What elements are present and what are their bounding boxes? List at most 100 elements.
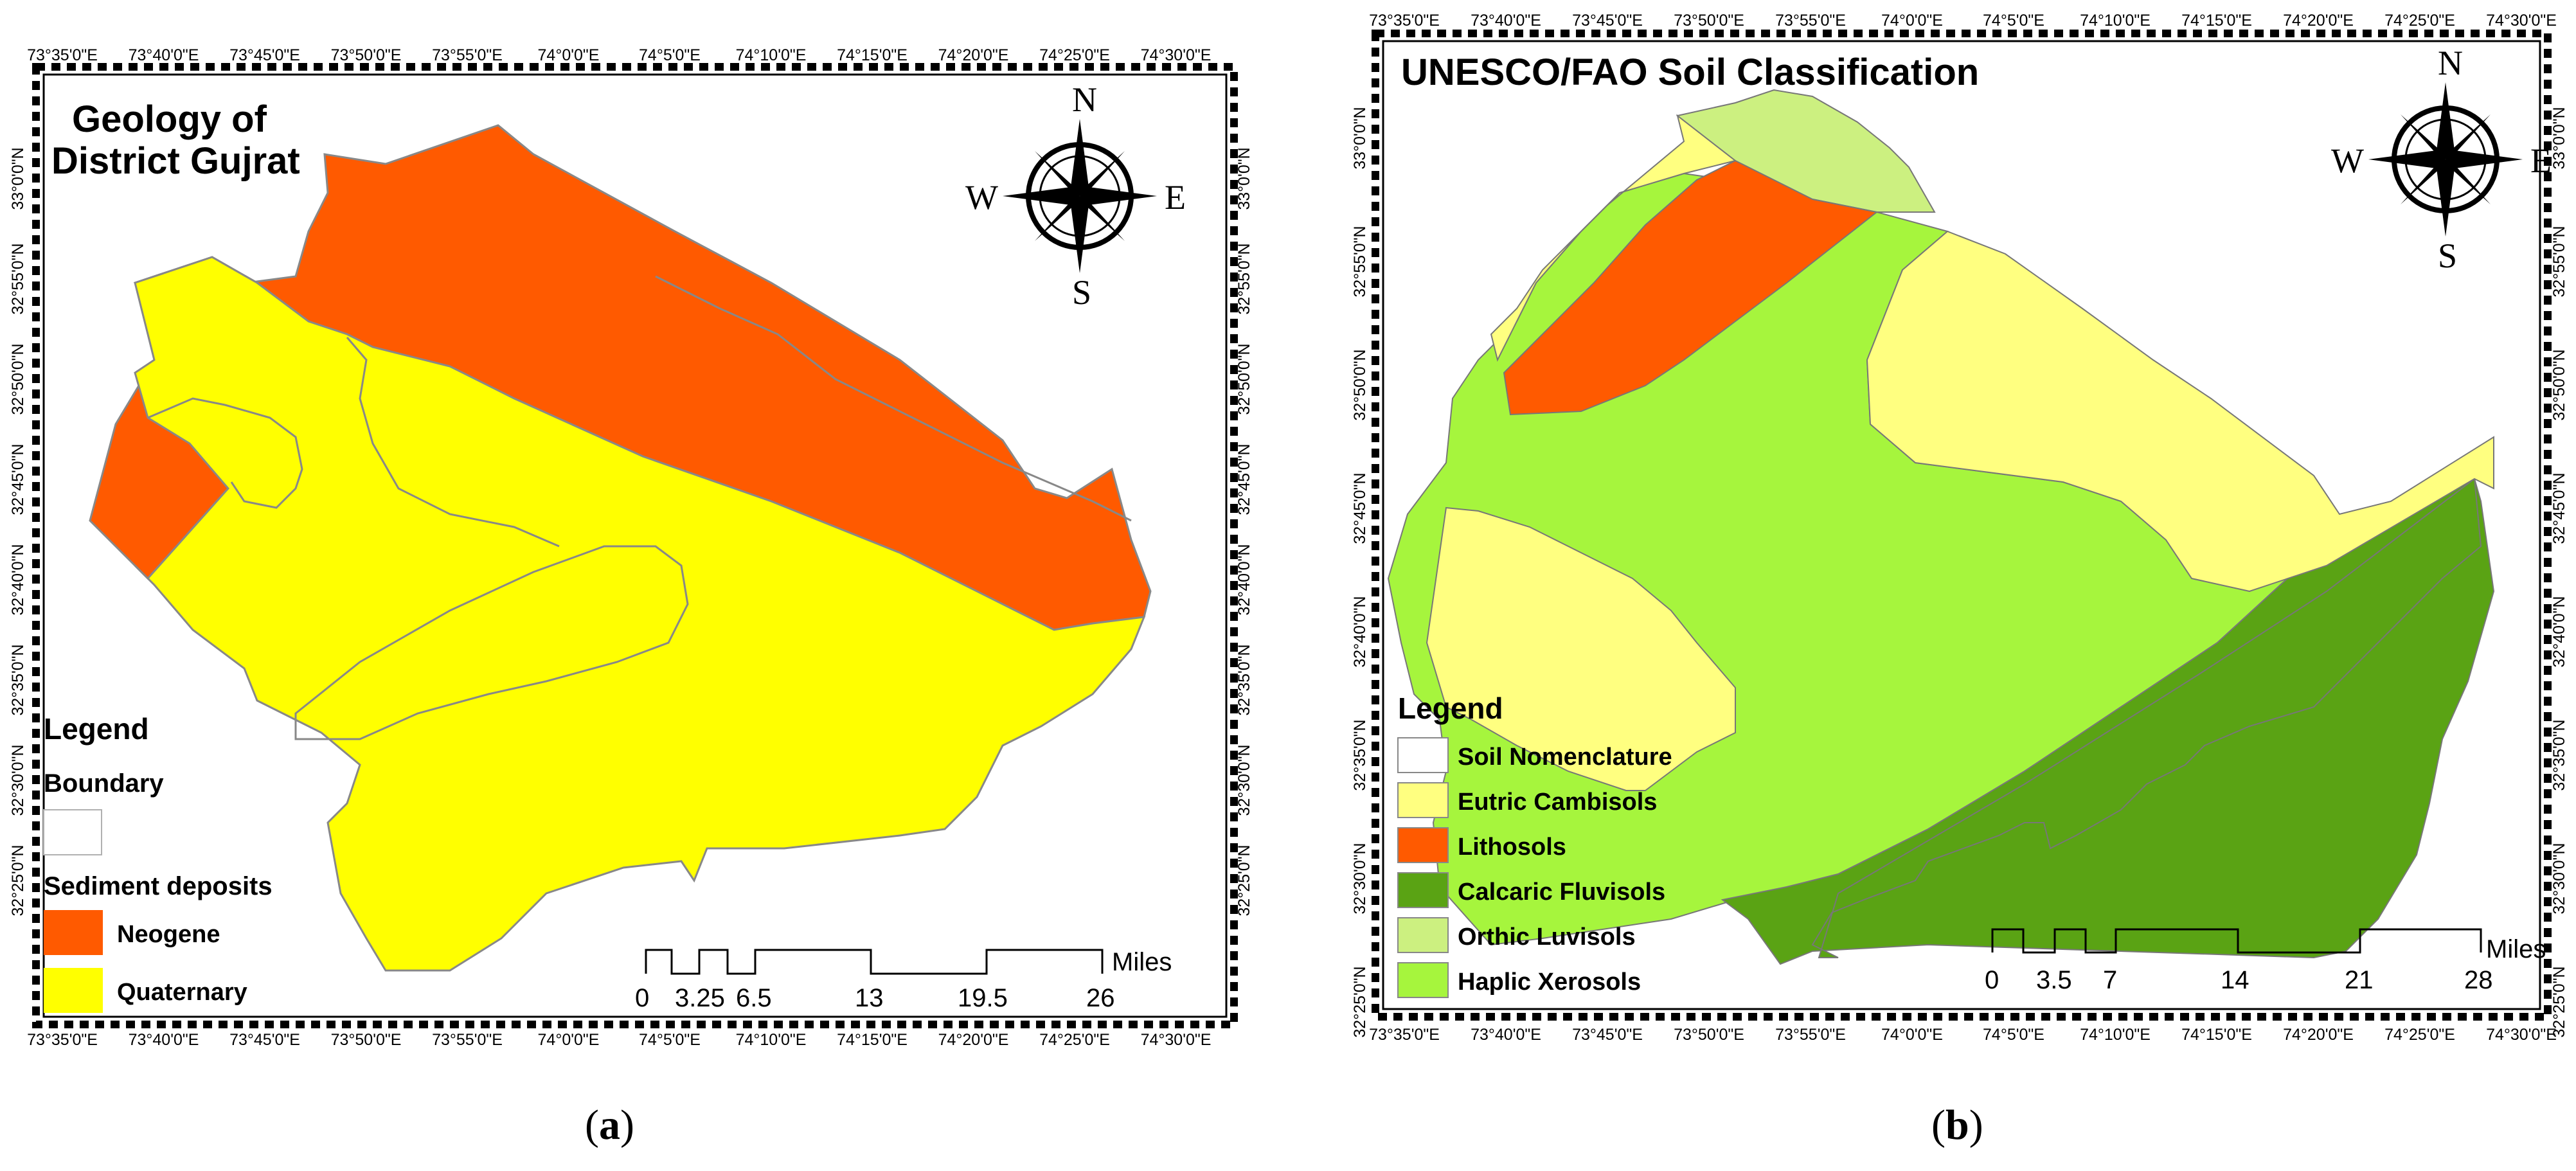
latitude-label-left: 33°0'0"N bbox=[1351, 107, 1369, 169]
longitude-label-bottom: 73°55'0"E bbox=[1775, 1026, 1846, 1044]
map-title-line2: District Gujrat bbox=[51, 140, 300, 182]
compass-north: N bbox=[2438, 44, 2463, 82]
eutric-cambisols-region-north bbox=[1490, 114, 1737, 362]
longitude-label-bottom: 73°35'0"E bbox=[1369, 1026, 1440, 1044]
scale-unit: Miles bbox=[2486, 935, 2546, 963]
legend-swatch-haplic-xerosols bbox=[1397, 962, 1449, 998]
latitude-label-right: 32°45'0"N bbox=[1235, 443, 1253, 515]
legend-swatch-eutric-cambisols bbox=[1397, 782, 1449, 818]
latitude-label-right: 32°45'0"N bbox=[2550, 472, 2568, 544]
map-title: UNESCO/FAO Soil Classification bbox=[1401, 51, 1979, 93]
scale-label: 0 bbox=[635, 984, 649, 1012]
latitude-label-left: 32°25'0"N bbox=[9, 845, 27, 916]
longitude-label-bottom: 74°20'0"E bbox=[938, 1031, 1009, 1049]
latitude-label-right: 32°25'0"N bbox=[1235, 845, 1253, 916]
latitude-label-left: 32°30'0"N bbox=[1351, 843, 1369, 914]
north-arrow-compass-icon: N S E W bbox=[965, 80, 1186, 312]
inner-boundary bbox=[655, 275, 1132, 522]
scale-label: 0 bbox=[1985, 966, 1999, 994]
longitude-label-top: 73°55'0"E bbox=[1775, 12, 1846, 30]
longitude-label-top: 74°5'0"E bbox=[1983, 12, 2044, 30]
scale-label: 6.5 bbox=[736, 984, 772, 1012]
longitude-label-top: 73°35'0"E bbox=[27, 46, 98, 64]
latitude-label-right: 32°35'0"N bbox=[1235, 644, 1253, 715]
legend-title: Legend bbox=[1398, 692, 1503, 725]
legend-swatch-soil-nomenclature bbox=[1397, 737, 1449, 773]
longitude-label-bottom: 74°15'0"E bbox=[837, 1031, 908, 1049]
longitude-label-bottom: 74°25'0"E bbox=[1039, 1031, 1110, 1049]
scale-bar: Miles 0 3.5 7 14 21 28 bbox=[1985, 928, 2546, 994]
legend-swatch-lithosols bbox=[1397, 827, 1449, 863]
longitude-label-bottom: 74°10'0"E bbox=[736, 1031, 807, 1049]
latitude-label-right: 32°25'0"N bbox=[2550, 966, 2568, 1037]
legend-swatch-calcaric-fluvisols bbox=[1397, 872, 1449, 908]
latitude-label-right: 32°55'0"N bbox=[1235, 243, 1253, 314]
compass-south: S bbox=[1072, 273, 1091, 312]
compass-north: N bbox=[1072, 80, 1097, 119]
longitude-label-bottom: 74°30'0"E bbox=[1141, 1031, 1212, 1049]
legend-label-haplic-xerosols: Haplic Xerosols bbox=[1458, 969, 1641, 996]
longitude-label-bottom: 73°45'0"E bbox=[1572, 1026, 1643, 1044]
legend-swatch-neogene bbox=[44, 910, 103, 955]
longitude-label-top: 74°20'0"E bbox=[2283, 12, 2354, 30]
legend-label-eutric-cambisols: Eutric Cambisols bbox=[1458, 789, 1657, 816]
longitude-label-top: 73°45'0"E bbox=[1572, 12, 1643, 30]
latitude-label-right: 32°30'0"N bbox=[1235, 744, 1253, 816]
longitude-label-bottom: 74°0'0"E bbox=[538, 1031, 600, 1049]
graticule-labels: 73°35'0"E 73°40'0"E 73°45'0"E 73°50'0"E 73°5… bbox=[1351, 12, 2568, 1044]
longitude-label-top: 73°50'0"E bbox=[1674, 12, 1744, 30]
latitude-label-left: 32°35'0"N bbox=[1351, 719, 1369, 791]
latitude-label-left: 32°50'0"N bbox=[9, 343, 27, 415]
legend-label-soil-nomenclature: Soil Nomenclature bbox=[1458, 744, 1672, 771]
longitude-label-top: 73°45'0"E bbox=[229, 46, 300, 64]
longitude-label-top: 73°50'0"E bbox=[331, 46, 402, 64]
legend-swatch-quaternary bbox=[44, 968, 103, 1013]
inner-boundary bbox=[147, 397, 303, 509]
latitude-label-left: 32°45'0"N bbox=[9, 443, 27, 515]
latitude-label-left: 32°40'0"N bbox=[9, 544, 27, 615]
latitude-label-left: 33°0'0"N bbox=[9, 147, 27, 210]
legend-label-quaternary: Quaternary bbox=[117, 979, 247, 1006]
latitude-label-right: 32°50'0"N bbox=[2550, 349, 2568, 420]
latitude-label-left: 32°35'0"N bbox=[9, 644, 27, 715]
longitude-label-bottom: 74°20'0"E bbox=[2283, 1026, 2354, 1044]
calcaric-fluvisols-region bbox=[1721, 478, 2495, 965]
graticule-labels: 73°35'0"E 73°40'0"E 73°45'0"E 73°50'0"E 73°5… bbox=[9, 46, 1253, 1049]
longitude-label-bottom: 73°55'0"E bbox=[432, 1031, 503, 1049]
longitude-label-top: 73°40'0"E bbox=[129, 46, 199, 64]
latitude-label-left: 32°25'0"N bbox=[1351, 966, 1369, 1037]
longitude-label-bottom: 73°40'0"E bbox=[1471, 1026, 1541, 1044]
legend-label-calcaric-fluvisols: Calcaric Fluvisols bbox=[1458, 879, 1665, 906]
caption-a: (a) bbox=[585, 1102, 634, 1149]
longitude-label-bottom: 73°35'0"E bbox=[27, 1031, 98, 1049]
latitude-label-left: 32°45'0"N bbox=[1351, 472, 1369, 544]
eutric-cambisols-region-east bbox=[1866, 230, 2494, 593]
longitude-label-bottom: 73°40'0"E bbox=[129, 1031, 199, 1049]
soil-classification-map-panel: UNESCO/FAO Soil Classification N S E W L… bbox=[1351, 12, 2568, 1149]
latitude-label-right: 32°40'0"N bbox=[2550, 596, 2568, 667]
longitude-label-top: 73°40'0"E bbox=[1471, 12, 1541, 30]
longitude-label-top: 74°10'0"E bbox=[736, 46, 807, 64]
latitude-label-right: 33°0'0"N bbox=[2550, 107, 2568, 169]
longitude-label-bottom: 73°50'0"E bbox=[1674, 1026, 1744, 1044]
scale-label: 3.25 bbox=[675, 984, 725, 1012]
calcaric-fluvisols-region bbox=[1811, 478, 2482, 958]
scale-label: 13 bbox=[855, 984, 884, 1012]
legend-label-neogene: Neogene bbox=[117, 921, 220, 948]
longitude-label-top: 73°55'0"E bbox=[432, 46, 503, 64]
map-title-line1: Geology of bbox=[72, 98, 267, 140]
map-neatline bbox=[32, 63, 1238, 1028]
latitude-label-right: 33°0'0"N bbox=[1235, 147, 1253, 210]
latitude-label-left: 32°30'0"N bbox=[9, 744, 27, 816]
longitude-label-bottom: 74°10'0"E bbox=[2080, 1026, 2151, 1044]
compass-east: E bbox=[1165, 178, 1186, 217]
scale-bar: Miles 0 3.25 6.5 13 19.5 26 bbox=[635, 948, 1172, 1012]
longitude-label-top: 74°10'0"E bbox=[2080, 12, 2151, 30]
scale-label: 21 bbox=[2345, 966, 2374, 994]
latitude-label-right: 32°50'0"N bbox=[1235, 343, 1253, 415]
legend-sediment-label: Sediment deposits bbox=[44, 872, 273, 900]
longitude-label-bottom: 74°5'0"E bbox=[639, 1031, 701, 1049]
longitude-label-top: 74°5'0"E bbox=[639, 46, 701, 64]
quaternary-region bbox=[134, 256, 1146, 972]
longitude-label-top: 74°0'0"E bbox=[1881, 12, 1943, 30]
